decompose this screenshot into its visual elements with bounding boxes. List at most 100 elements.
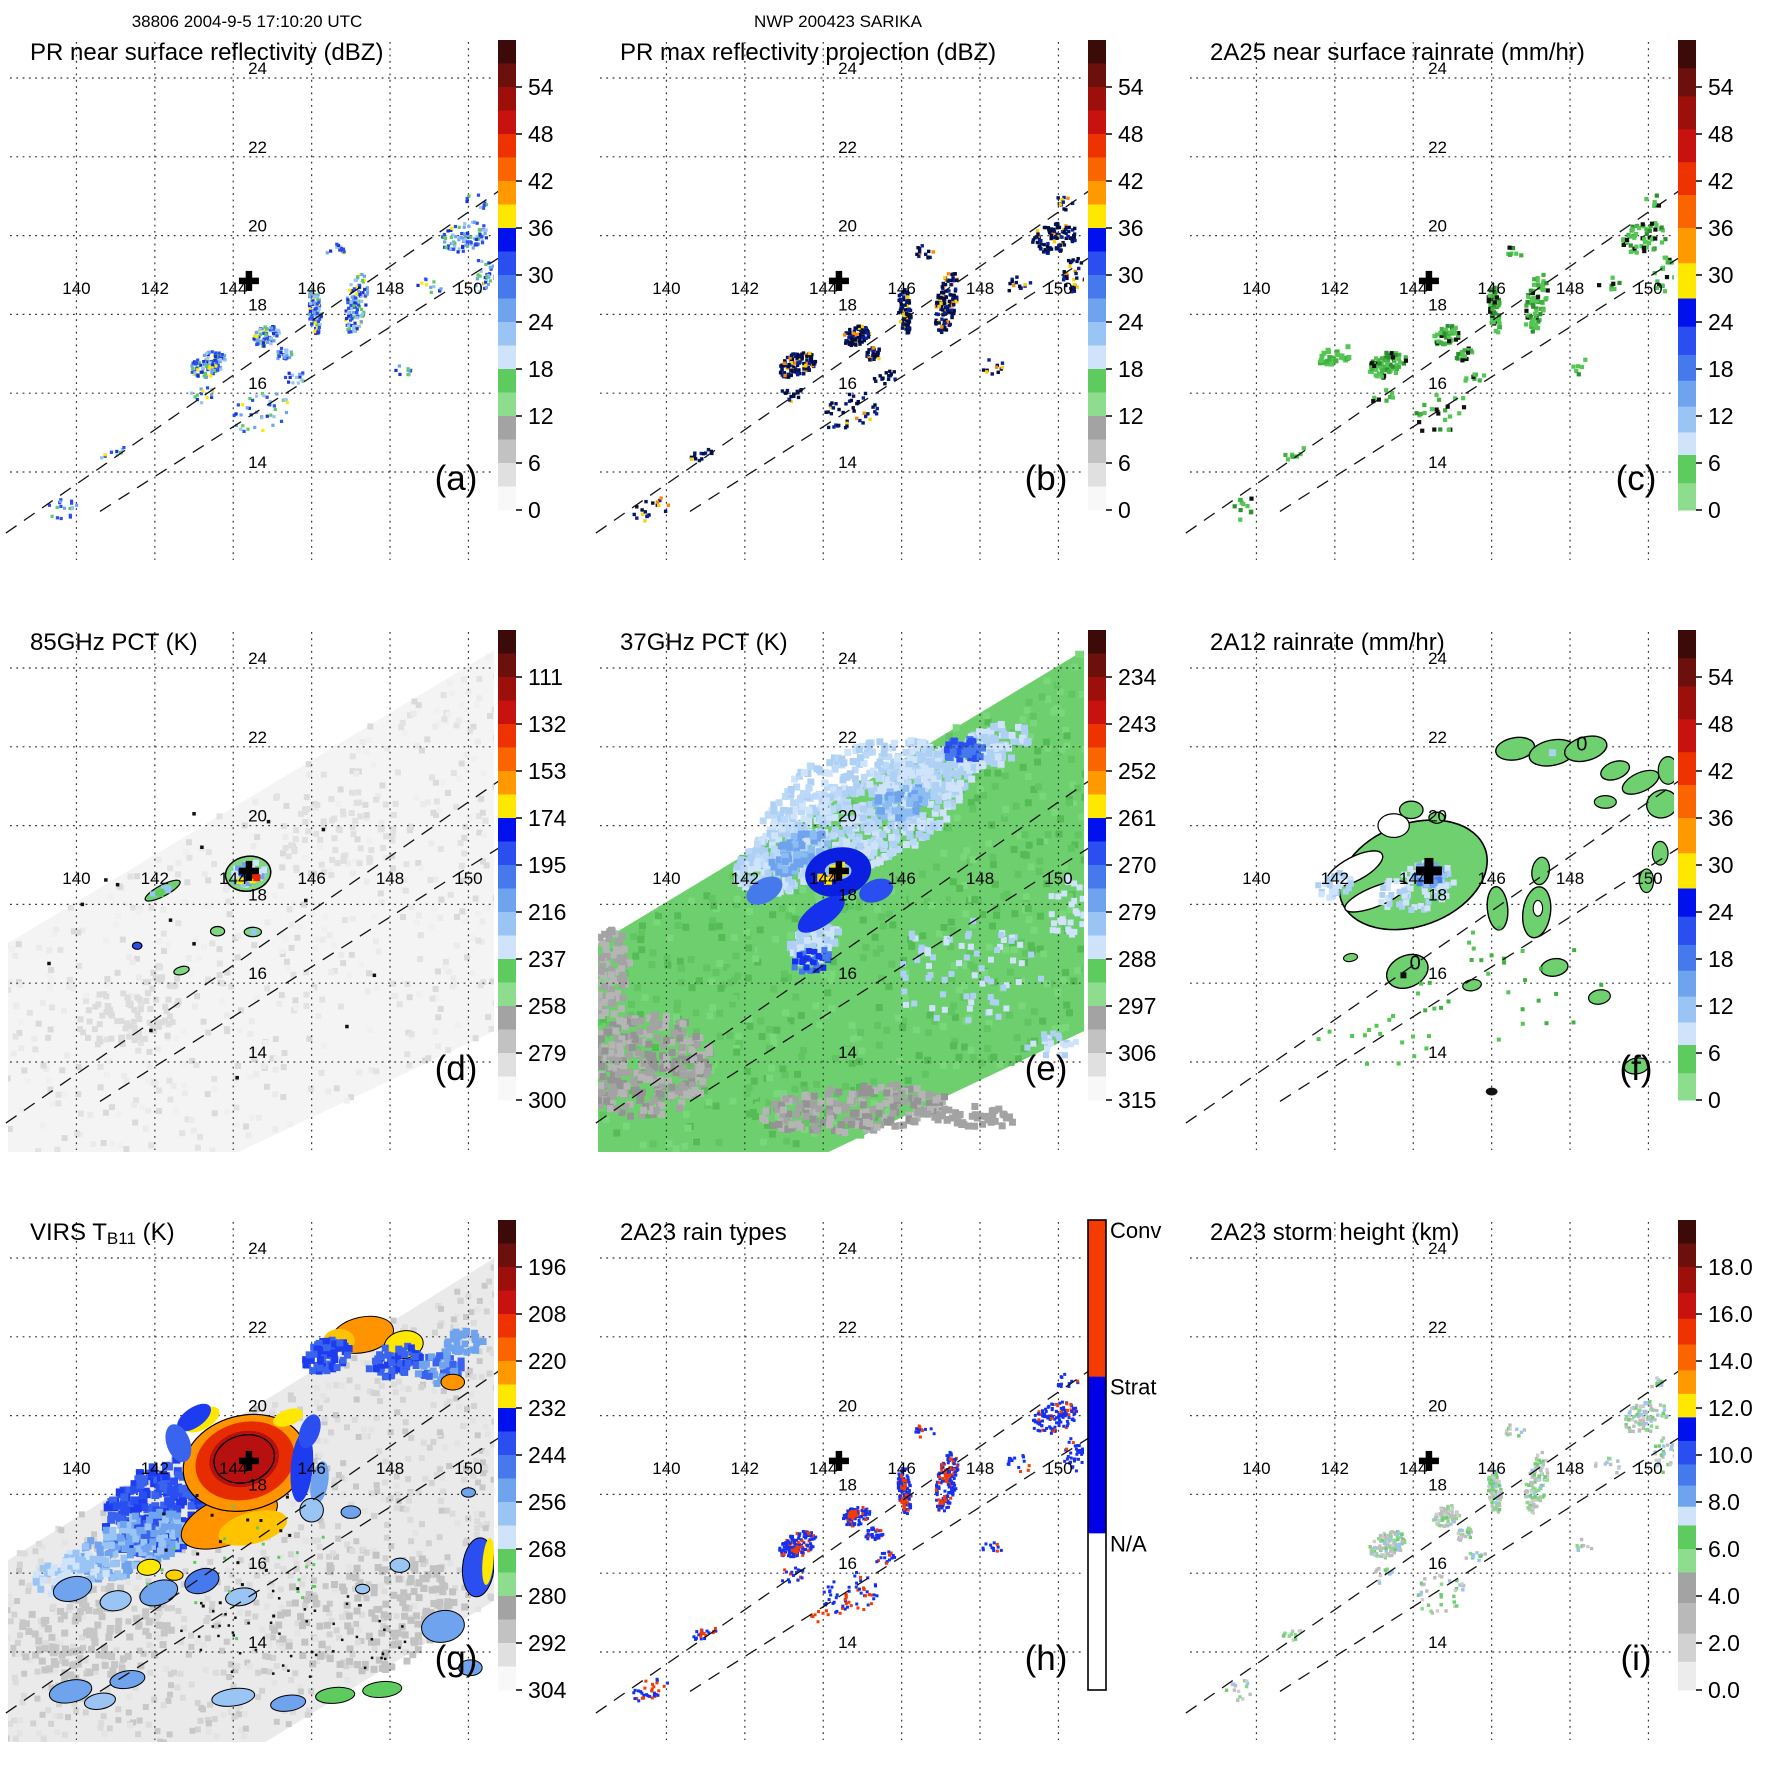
lon-label: 142 (731, 279, 759, 298)
colorbar-tick-label: 24 (528, 309, 554, 335)
lat-label: 20 (1428, 1397, 1447, 1416)
panel-letter-e: (e) (1025, 1049, 1068, 1088)
colorbar-tick-label: 243 (1118, 711, 1156, 737)
colorbar-tick-label: 256 (528, 1489, 566, 1515)
colorbar-tick-label: 42 (1708, 758, 1734, 784)
colorbar-tick-label: 304 (528, 1677, 567, 1703)
lon-label: 146 (1477, 1459, 1505, 1478)
colorbar-tick-label: 6.0 (1708, 1536, 1740, 1562)
lon-label: 150 (454, 869, 482, 888)
colorbar-tick-label: 24 (1708, 899, 1734, 925)
lon-label: 142 (1321, 279, 1349, 298)
colorbar-tick-label: 24 (1118, 309, 1144, 335)
colorbar-tick-label: 0.0 (1708, 1677, 1740, 1703)
colorbar-tick-label: 18 (1708, 356, 1734, 382)
lon-label: 142 (731, 1459, 759, 1478)
colorbar-tick-label: 315 (1118, 1087, 1156, 1113)
lon-label: 150 (1044, 1459, 1072, 1478)
panel-title-b: PR max reflectivity projection (dBZ) (620, 39, 996, 66)
colorbar-tick-label: 30 (1708, 852, 1734, 878)
lat-label: 14 (248, 1633, 267, 1652)
lon-label: 148 (1556, 869, 1584, 888)
colorbar-category-label: Conv (1110, 1218, 1161, 1243)
lat-label: 18 (1428, 295, 1447, 314)
lat-label: 16 (1428, 1554, 1447, 1573)
lat-label: 24 (838, 649, 857, 668)
lat-label: 24 (248, 649, 267, 668)
lon-label: 148 (966, 869, 994, 888)
lat-label: 22 (1428, 138, 1447, 157)
lat-label: 20 (248, 1397, 267, 1416)
lon-label: 150 (1634, 279, 1662, 298)
colorbar-tick-label: 30 (1118, 262, 1144, 288)
lat-label: 22 (1428, 1318, 1447, 1337)
lat-label: 14 (248, 453, 267, 472)
colorbar-tick-label: 36 (528, 215, 554, 241)
colorbar-tick-label: 48 (528, 121, 554, 147)
panel-letter-g: (g) (435, 1639, 478, 1678)
lat-label: 14 (1428, 1633, 1447, 1652)
lon-label: 142 (141, 1459, 169, 1478)
lon-label: 146 (297, 869, 325, 888)
lat-label: 14 (1428, 1043, 1447, 1062)
lat-label: 20 (1428, 807, 1447, 826)
colorbar-tick-label: 10.0 (1708, 1442, 1753, 1468)
colorbar-tick-label: 268 (528, 1536, 566, 1562)
lat-label: 14 (838, 1633, 857, 1652)
lon-label: 146 (297, 279, 325, 298)
colorbar-tick-label: 111 (528, 664, 563, 690)
panel-title-h: 2A23 rain types (620, 1219, 787, 1246)
colorbar-tick-label: 48 (1708, 121, 1734, 147)
lon-label: 146 (887, 1459, 915, 1478)
lat-label: 20 (248, 217, 267, 236)
lat-label: 22 (248, 138, 267, 157)
lat-label: 18 (1428, 885, 1447, 904)
colorbar-tick-label: 42 (1708, 168, 1734, 194)
lat-label: 18 (838, 1475, 857, 1494)
lat-label: 16 (838, 374, 857, 393)
lat-label: 14 (838, 453, 857, 472)
colorbar-tick-label: 16.0 (1708, 1301, 1753, 1327)
colorbar-tick-label: 0 (1708, 1087, 1721, 1113)
lat-label: 16 (838, 964, 857, 983)
lon-label: 140 (1242, 1459, 1270, 1478)
colorbar-tick-label: 0 (1118, 497, 1131, 523)
colorbar-tick-label: 12.0 (1708, 1395, 1753, 1421)
lat-label: 20 (838, 807, 857, 826)
lat-label: 20 (838, 217, 857, 236)
swath-edge-line (596, 1370, 1090, 1713)
lon-label: 140 (652, 869, 680, 888)
colorbar-tick-label: 234 (1118, 664, 1157, 690)
colorbar-tick-label: 6 (1708, 450, 1721, 476)
colorbar-tick-label: 174 (528, 805, 567, 831)
lon-label: 148 (966, 1459, 994, 1478)
colorbar-tick-label: 292 (528, 1630, 566, 1656)
lon-label: 146 (1477, 869, 1505, 888)
colorbar-tick-label: 153 (528, 758, 566, 784)
lat-label: 16 (248, 964, 267, 983)
colorbar-tick-label: 279 (528, 1040, 566, 1066)
lat-label: 16 (1428, 964, 1447, 983)
colorbar-tick-label: 297 (1118, 993, 1156, 1019)
lat-label: 16 (838, 1554, 857, 1573)
lat-label: 18 (838, 885, 857, 904)
colorbar-tick-label: 14.0 (1708, 1348, 1753, 1374)
panel-letter-i: (i) (1620, 1639, 1651, 1678)
